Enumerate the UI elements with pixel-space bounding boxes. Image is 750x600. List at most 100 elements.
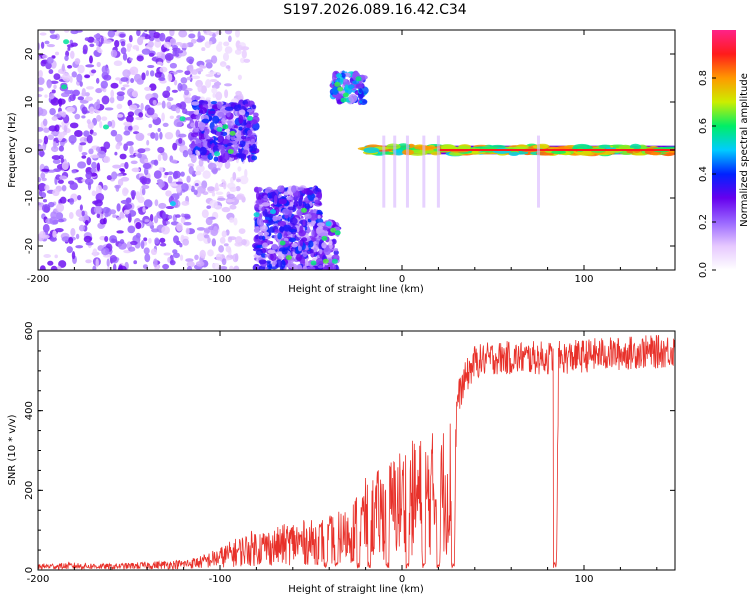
spectrogram-blob bbox=[67, 64, 73, 69]
spectrogram-blob bbox=[38, 93, 43, 98]
spectrogram-blob bbox=[70, 228, 76, 237]
spectrogram-blob bbox=[142, 206, 146, 213]
spectrogram-blob bbox=[86, 157, 92, 166]
spectrogram-blob bbox=[116, 91, 125, 97]
spectrogram-blob bbox=[137, 153, 142, 159]
spectrogram-blob bbox=[47, 260, 54, 266]
spectrogram-blob bbox=[143, 147, 151, 152]
spectrogram-blob bbox=[207, 249, 214, 257]
spectrogram-blob bbox=[182, 238, 189, 246]
spectrogram-blob bbox=[57, 179, 64, 184]
spectrogram-blob bbox=[214, 151, 220, 157]
spectrogram-blob bbox=[268, 214, 274, 219]
spectrogram-blob bbox=[194, 120, 199, 129]
spectrogram-blob bbox=[56, 212, 64, 220]
spectrogram-blob bbox=[209, 121, 215, 131]
spectrogram-blob bbox=[310, 260, 317, 266]
spectrogram-blob bbox=[223, 41, 230, 47]
spectrogram-blob bbox=[277, 185, 285, 193]
spectrogram-blob bbox=[153, 170, 162, 179]
spectrogram-blob bbox=[211, 55, 218, 64]
spectrogram-blob bbox=[262, 219, 269, 224]
spectrogram-blob bbox=[92, 132, 97, 136]
spectrogram-blob bbox=[103, 39, 112, 44]
spectrogram-blob bbox=[180, 77, 188, 84]
spectrogram-blob bbox=[123, 209, 130, 215]
spectrogram-blob bbox=[219, 236, 226, 244]
y-tick-label: 200 bbox=[24, 481, 35, 500]
spectrogram-blob bbox=[181, 213, 185, 218]
spectrogram-blob bbox=[650, 152, 660, 156]
spectrogram-blob bbox=[363, 147, 380, 154]
spectrogram-blob bbox=[112, 263, 117, 270]
spectrogram-blob bbox=[95, 77, 100, 84]
spectrogram-blob bbox=[334, 230, 341, 236]
spectrogram-blob bbox=[126, 115, 134, 123]
spectrogram-blob bbox=[154, 132, 159, 141]
spectrogram-blob bbox=[115, 143, 121, 150]
spectrogram-blob bbox=[188, 33, 196, 39]
spectrogram-blob bbox=[129, 145, 134, 155]
spectrogram-blob bbox=[84, 74, 91, 79]
spectrogram-blob bbox=[281, 248, 288, 255]
y-tick-label: 600 bbox=[24, 321, 35, 340]
spectrogram-blob bbox=[199, 249, 206, 259]
spectrogram-blob bbox=[178, 133, 187, 138]
spectrogram-blob bbox=[261, 207, 265, 212]
spectrogram-blob bbox=[206, 30, 211, 34]
spectrogram-blob bbox=[198, 158, 204, 167]
spectrogram-blob bbox=[301, 237, 308, 242]
spectrogram-blob bbox=[178, 30, 188, 38]
spectrogram-blob bbox=[222, 52, 230, 62]
spectrogram-blob bbox=[109, 96, 115, 104]
spectrogram-blob bbox=[149, 213, 154, 223]
spectrogram-blob bbox=[41, 234, 50, 239]
colorbar-tick-label: 0.4 bbox=[698, 166, 709, 182]
spectrogram-blob bbox=[128, 104, 138, 111]
spectrogram-blob bbox=[253, 212, 260, 218]
spectrogram-blob bbox=[333, 248, 339, 252]
spectrogram-blob bbox=[135, 221, 142, 230]
spectrogram-blob bbox=[166, 101, 172, 109]
spectrogram-blob bbox=[78, 216, 85, 222]
spectrogram-blob bbox=[173, 79, 178, 86]
spectrogram-blob bbox=[79, 204, 83, 211]
spectrogram-blob bbox=[38, 176, 42, 183]
spectrogram-blob bbox=[243, 58, 251, 63]
spectrogram-blob bbox=[96, 162, 101, 172]
spectrogram-streak bbox=[382, 135, 386, 208]
spectrogram-blob bbox=[130, 160, 138, 165]
spectrogram-blob bbox=[42, 224, 50, 233]
spectrogram-blob bbox=[41, 203, 51, 213]
spectrogram-blob bbox=[127, 225, 136, 234]
spectrogram-blob bbox=[255, 249, 263, 256]
spectrogram-blob bbox=[61, 84, 68, 90]
spectrogram-blob bbox=[185, 227, 190, 235]
spectrogram-blob bbox=[132, 124, 140, 132]
spectrogram-blob bbox=[184, 89, 190, 96]
spectrogram-blob bbox=[50, 131, 60, 136]
spectrogram-blob bbox=[302, 219, 306, 226]
spectrogram-blob bbox=[285, 255, 292, 261]
spectrogram-blob bbox=[154, 71, 162, 78]
spectrogram-blob bbox=[202, 170, 211, 179]
spectrogram-blob bbox=[197, 71, 202, 75]
spectrogram-blob bbox=[198, 122, 206, 131]
spectrogram-blob bbox=[169, 201, 176, 207]
spectrogram-blob bbox=[163, 174, 168, 179]
spectrogram-blob bbox=[306, 266, 316, 270]
spectrogram-blob bbox=[61, 161, 69, 171]
spectrogram-blob bbox=[104, 107, 114, 111]
spectrogram-blob bbox=[40, 172, 46, 180]
spectrogram-blob bbox=[347, 84, 355, 90]
spectrogram-blob bbox=[304, 203, 311, 210]
spectrogram-blob bbox=[217, 197, 226, 201]
spectrogram-blob bbox=[179, 116, 186, 122]
spectrogram-blob bbox=[225, 199, 235, 203]
spectrogram-blob bbox=[92, 200, 99, 205]
spectrogram-blob bbox=[52, 219, 59, 225]
spectrogram-blob bbox=[112, 164, 122, 169]
spectrogram-blob bbox=[61, 184, 67, 192]
colorbar-tick-label: 0.2 bbox=[698, 214, 709, 230]
spectrogram-blob bbox=[193, 189, 198, 196]
